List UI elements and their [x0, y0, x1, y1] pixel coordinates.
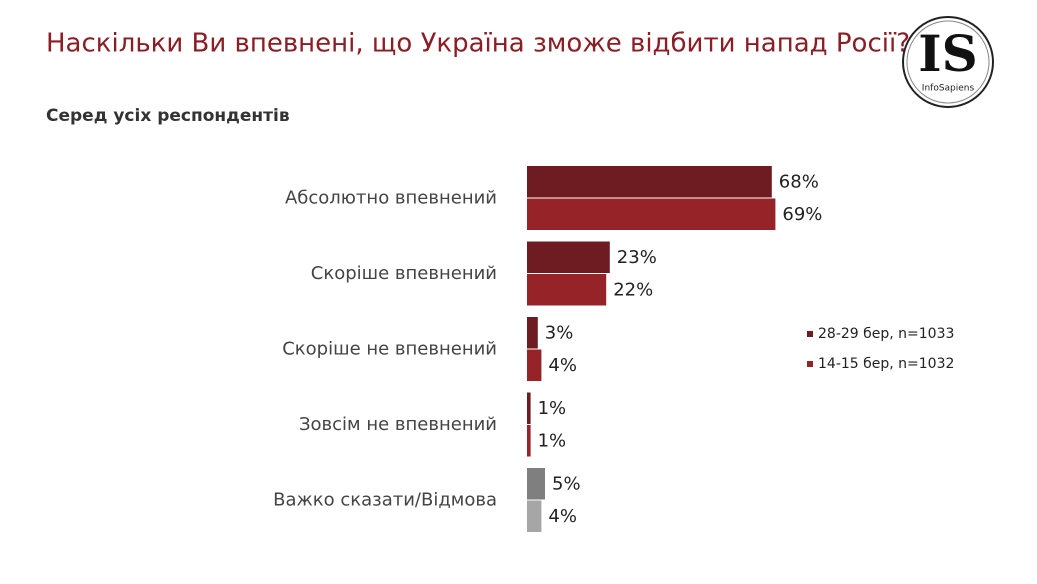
logo-circle-inner: [906, 20, 990, 104]
bar: [527, 392, 531, 424]
bar: [527, 166, 772, 198]
category-label: Абсолютно впевнений: [285, 188, 497, 209]
bar: [527, 241, 610, 273]
logo-name: InfoSapiens: [922, 84, 975, 94]
value-label: 22%: [613, 279, 653, 300]
category-label: Зовсім не впевнений: [299, 414, 497, 435]
bar: [527, 500, 542, 532]
value-label: 1%: [538, 398, 567, 419]
chart-subtitle: Серед усіх респондентів: [46, 106, 290, 126]
value-label: 68%: [779, 171, 819, 192]
logo: IS InfoSapiens: [902, 16, 994, 108]
bar: [527, 468, 545, 500]
value-label: 4%: [548, 355, 577, 376]
legend-marker: [807, 361, 813, 367]
bar: [527, 317, 538, 349]
value-label: 1%: [538, 430, 567, 451]
value-label: 69%: [782, 204, 822, 225]
logo-mark: IS: [918, 24, 978, 83]
bar: [527, 425, 531, 457]
category-label: Скоріше впевнений: [311, 263, 497, 284]
bar: [527, 274, 607, 306]
legend-marker: [807, 331, 813, 337]
value-label: 3%: [545, 322, 574, 343]
value-label: 4%: [548, 506, 577, 527]
value-label: 5%: [552, 473, 581, 494]
bar: [527, 198, 776, 230]
value-label: 23%: [617, 247, 657, 268]
chart-title: Наскільки Ви впевнені, що Україна зможе …: [46, 29, 910, 59]
logo-circle: [902, 16, 994, 108]
legend-label: 14-15 бер, n=1032: [818, 356, 954, 372]
bar: [527, 349, 542, 381]
category-label: Скоріше не впевнений: [282, 339, 497, 360]
legend-label: 28-29 бер, n=1033: [818, 326, 954, 342]
category-label: Важко сказати/Відмова: [273, 490, 497, 511]
